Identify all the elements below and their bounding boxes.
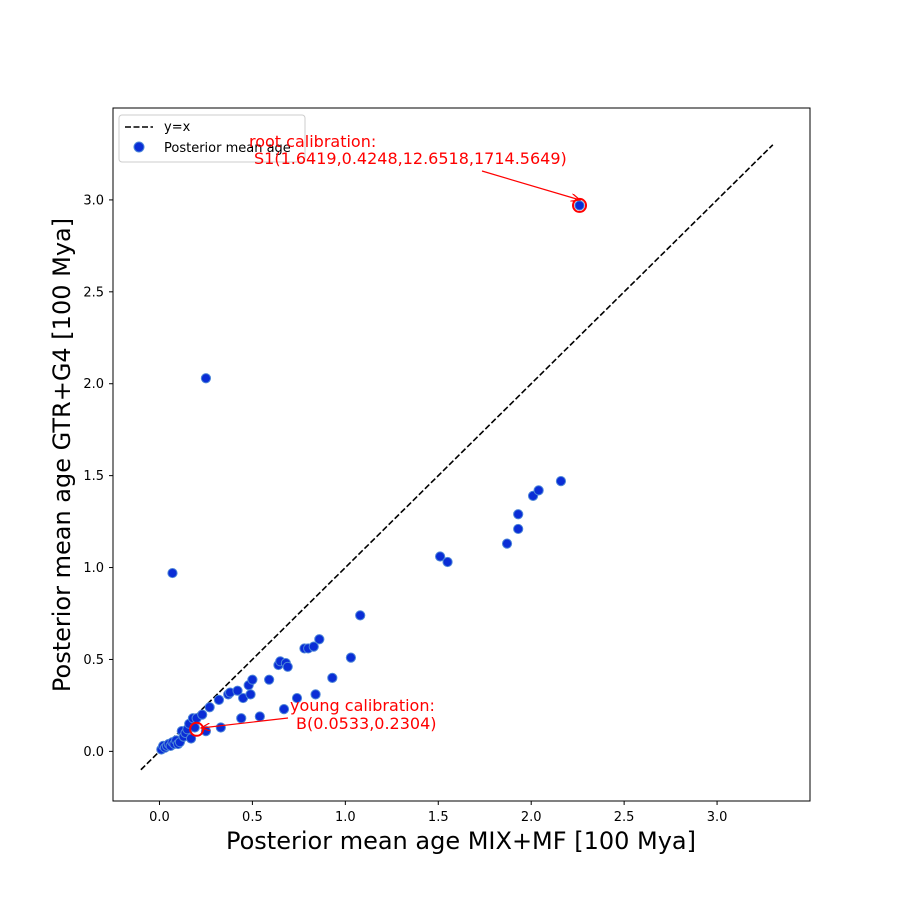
scatter-point <box>574 200 585 211</box>
x-tick-label: 0.0 <box>149 810 170 825</box>
x-axis-label: Posterior mean age MIX+MF [100 Mya] <box>226 827 696 855</box>
y-tick-label: 0.0 <box>83 745 104 760</box>
root-calibration-params: S1(1.6419,0.4248,12.6518,1714.5649) <box>254 149 567 168</box>
scatter-point <box>236 713 247 724</box>
scatter-point <box>278 703 290 715</box>
scatter-point <box>247 674 258 685</box>
plot-frame <box>112 107 811 802</box>
y-tick-label: 1.5 <box>83 469 104 484</box>
scatter-point <box>345 652 357 663</box>
root-calibration-annotation: root calibration: S1(1.6419,0.4248,12.65… <box>249 132 580 200</box>
scatter-point <box>310 689 321 700</box>
scatter-point <box>308 641 319 652</box>
legend-scatter-swatch <box>133 141 145 153</box>
x-tick-label: 3.0 <box>707 810 728 825</box>
scatter-point <box>215 722 226 733</box>
scatter-point <box>355 610 366 621</box>
scatter-point <box>213 694 225 705</box>
x-tick-label: 1.0 <box>335 810 356 825</box>
scatter-point <box>197 709 208 720</box>
y-tick-label: 1.0 <box>83 561 104 576</box>
x-tick-label: 2.0 <box>521 810 542 825</box>
y-axis-label: Posterior mean age GTR+G4 [100 Mya] <box>48 218 76 692</box>
reference-line-y-equals-x <box>140 144 774 771</box>
scatter-point <box>254 711 265 722</box>
scatter-point <box>513 523 524 535</box>
scatter-point <box>200 373 212 384</box>
x-tick-label: 2.5 <box>614 810 635 825</box>
scatter-point <box>167 567 178 579</box>
scatter-point <box>442 556 453 568</box>
x-tick-label: 0.5 <box>242 810 263 825</box>
reference-line-layer <box>140 144 774 771</box>
scatter-point <box>291 692 303 704</box>
scatter-point <box>204 702 215 713</box>
y-tick-label: 0.5 <box>83 653 104 668</box>
young-calibration-params: B(0.0533,0.2304) <box>296 714 437 733</box>
legend-scatter-label: Posterior mean age <box>164 141 291 156</box>
y-tick-label: 3.0 <box>83 193 104 208</box>
scatter-point <box>232 685 243 696</box>
legend-box <box>118 114 306 163</box>
legend-line-label: y=x <box>164 120 191 135</box>
scatter-points-layer <box>156 200 585 755</box>
x-axis-ticks: 0.0 0.5 1.0 1.5 2.0 2.5 3.0 <box>149 801 727 825</box>
y-tick-label: 2.0 <box>83 377 104 392</box>
scatter-point <box>555 476 567 487</box>
scatter-point <box>501 538 513 549</box>
young-calibration-title: young calibration: <box>290 696 435 715</box>
y-tick-label: 2.5 <box>83 285 104 300</box>
x-tick-label: 1.5 <box>428 810 449 825</box>
young-calibration-annotation: young calibration: B(0.0533,0.2304) <box>201 696 437 733</box>
scatter-point <box>327 672 338 683</box>
scatter-point <box>245 689 256 700</box>
scatter-point <box>264 674 275 685</box>
legend: y=x Posterior mean age <box>118 114 306 163</box>
scatter-point <box>282 661 293 672</box>
scatter-point <box>314 634 325 645</box>
y-axis-ticks: 0.0 0.5 1.0 1.5 2.0 2.5 3.0 <box>83 193 113 760</box>
scatter-point <box>435 551 446 562</box>
root-calibration-title: root calibration: <box>249 132 376 151</box>
scatter-point <box>513 509 524 520</box>
root-calibration-arrow <box>481 170 580 200</box>
young-calibration-arrow <box>201 717 289 728</box>
scatter-point <box>533 485 544 496</box>
